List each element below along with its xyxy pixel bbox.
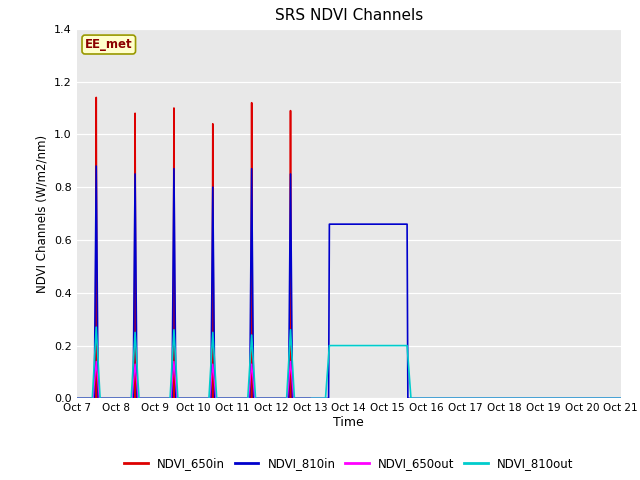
Text: EE_met: EE_met xyxy=(85,38,132,51)
Legend: NDVI_650in, NDVI_810in, NDVI_650out, NDVI_810out: NDVI_650in, NDVI_810in, NDVI_650out, NDV… xyxy=(119,452,579,475)
X-axis label: Time: Time xyxy=(333,416,364,429)
Y-axis label: NDVI Channels (W/m2/nm): NDVI Channels (W/m2/nm) xyxy=(36,134,49,293)
Title: SRS NDVI Channels: SRS NDVI Channels xyxy=(275,9,423,24)
